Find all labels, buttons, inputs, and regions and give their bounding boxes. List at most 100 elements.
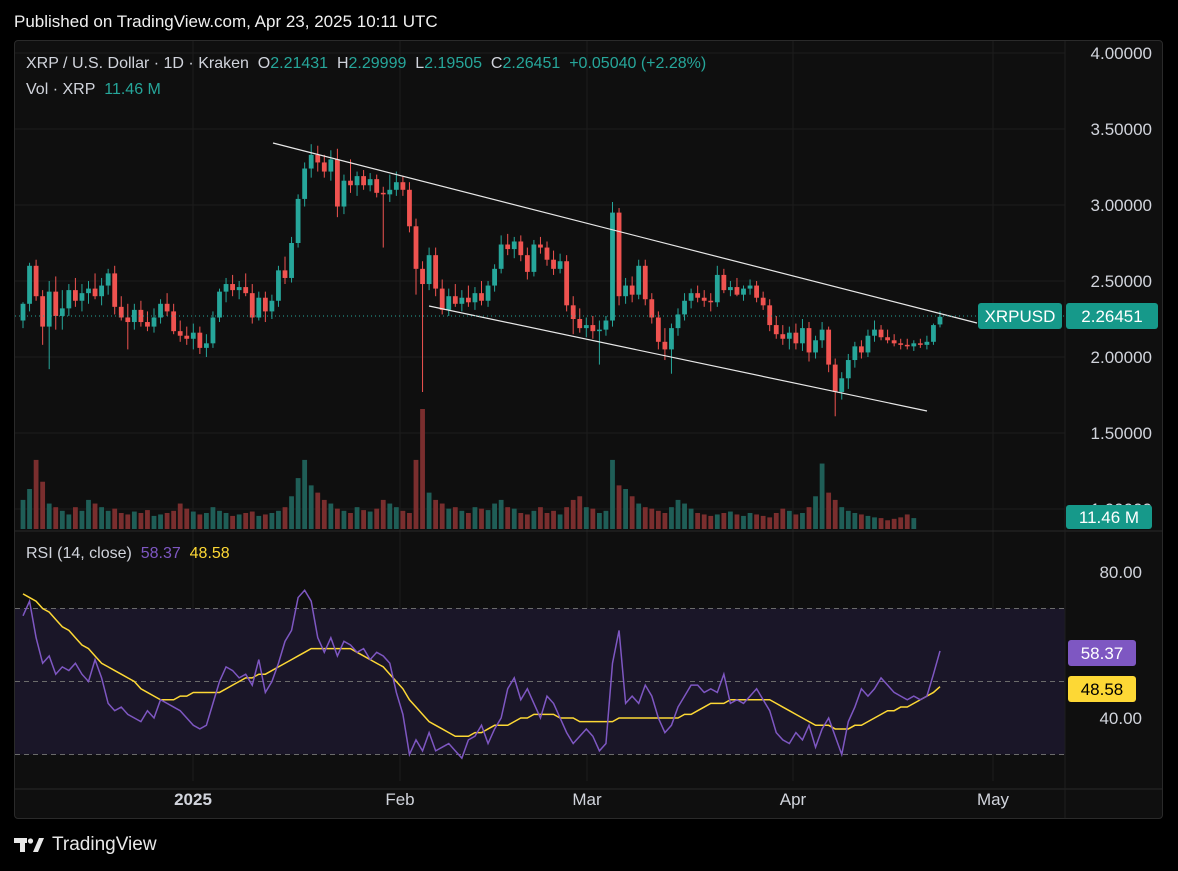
volume-bar [865, 515, 871, 529]
candle [393, 171, 399, 196]
volume-bar [302, 459, 308, 529]
candle [118, 296, 124, 321]
candle [269, 294, 275, 319]
candle [59, 290, 65, 330]
candle [695, 285, 701, 303]
candle [66, 284, 72, 316]
candle [459, 290, 465, 312]
candle [223, 277, 229, 303]
candle [682, 293, 687, 321]
volume-bar [361, 510, 366, 529]
volume-bar [590, 508, 596, 529]
candle [452, 284, 458, 307]
published-header: Published on TradingView.com, Apr 23, 20… [14, 12, 438, 31]
volume-bar [623, 489, 628, 529]
candle [413, 218, 419, 295]
candle [819, 322, 825, 348]
volume-bar [511, 508, 517, 529]
volume-bar [747, 513, 753, 529]
volume-bar [79, 510, 85, 529]
volume-bar [472, 507, 478, 529]
volume-bar [891, 518, 897, 529]
candle [498, 235, 504, 274]
volume-bar [105, 510, 111, 529]
candle [845, 353, 851, 389]
volume-bar [721, 513, 727, 529]
candle [597, 320, 602, 365]
candle [832, 358, 838, 417]
candle [649, 293, 655, 324]
candle [891, 334, 897, 347]
volume-bar [813, 496, 818, 529]
rsi-tick-label: 80.00 [1099, 563, 1142, 582]
volume-bar [439, 503, 445, 529]
volume-bar [859, 514, 864, 529]
volume-bar [59, 510, 65, 529]
volume-bar [701, 514, 707, 529]
volume-bar [767, 517, 773, 529]
candle [302, 162, 308, 207]
candle [33, 259, 39, 301]
candle [158, 299, 163, 324]
volume-bar [518, 513, 524, 529]
candle [898, 338, 904, 350]
candle [138, 300, 144, 327]
volume-bar [66, 514, 72, 529]
volume-bar [675, 499, 681, 529]
volume-bar [308, 485, 314, 529]
price-chart[interactable]: 4.00000 3.50000 3.00000 2.50000 2.00000 1.500… [15, 41, 1163, 819]
volume-bar [734, 514, 740, 529]
volume-bar [885, 520, 890, 529]
volume-bar [505, 507, 511, 529]
volume-bar [492, 503, 497, 529]
volume-bar [73, 507, 78, 529]
candle [400, 176, 406, 196]
volume-bar [839, 507, 845, 529]
candle [236, 281, 242, 300]
time-tick-label: Feb [385, 790, 414, 809]
volume-bar [669, 507, 674, 529]
candle [335, 148, 340, 218]
volume-bar [610, 459, 615, 529]
candle [839, 372, 845, 400]
volume-bar [20, 499, 26, 529]
candle [852, 341, 858, 368]
candle [747, 279, 753, 295]
tradingview-logo[interactable]: TradingView [14, 834, 157, 856]
volume-bar [118, 513, 124, 529]
candle [53, 276, 59, 330]
volume-bar [236, 514, 242, 529]
chart-frame[interactable]: 4.00000 3.50000 3.00000 2.50000 2.00000 1.500… [14, 40, 1163, 819]
candle [407, 182, 412, 233]
volume-bar [426, 492, 432, 529]
volume-bar [46, 503, 52, 529]
volume-bar [276, 510, 281, 529]
volume-bar [158, 514, 163, 529]
volume-badge: 11.46 M [1066, 505, 1152, 529]
volume-bar [872, 517, 877, 529]
low-label: L [415, 55, 425, 72]
symbol-badge-label: XRPUSD [985, 307, 1056, 326]
volume-bar [348, 513, 353, 529]
volume-bar [695, 513, 701, 529]
volume-label: Vol · XRP [26, 81, 96, 98]
candle [754, 281, 759, 303]
candle [767, 299, 773, 332]
volume-bar [53, 507, 59, 529]
volume-bar [249, 511, 255, 529]
candle [878, 325, 884, 341]
candle [354, 171, 360, 196]
high-label: H [336, 55, 349, 72]
volume-bar [269, 513, 275, 529]
volume-bar [99, 507, 104, 529]
candle [374, 174, 380, 198]
candle [629, 276, 635, 303]
symbol-title: XRP / U.S. Dollar · 1D · Kraken [26, 55, 249, 72]
volume-bar [335, 508, 340, 529]
volume-bar [151, 515, 157, 529]
candle [872, 320, 877, 342]
volume-bar [197, 514, 203, 529]
volume-bar [131, 511, 137, 529]
candle [472, 287, 478, 310]
candle [466, 285, 471, 307]
